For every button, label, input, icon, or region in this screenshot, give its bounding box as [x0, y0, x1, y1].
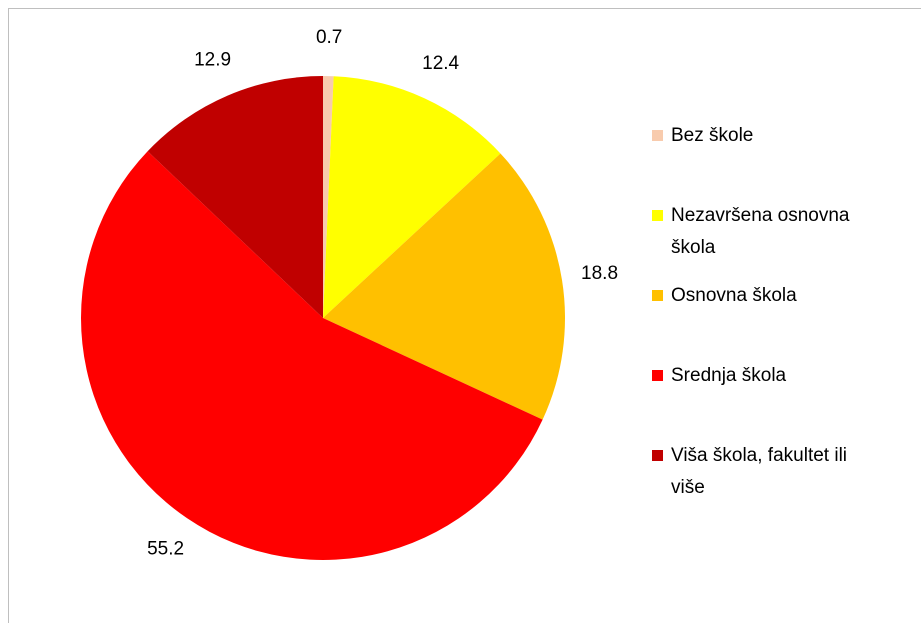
legend-item: Srednja škola — [652, 360, 882, 440]
legend: Bez škole Nezavršena osnovna škola Osnovna… — [652, 120, 882, 520]
legend-label: Osnovna škola — [671, 285, 797, 306]
legend-item: Bez škole — [652, 120, 882, 200]
legend-item: Osnovna škola — [652, 280, 882, 360]
legend-item: Nezavršena osnovna škola — [652, 200, 882, 280]
pie-slice — [323, 153, 565, 420]
legend-swatch — [652, 450, 663, 461]
legend-swatch — [652, 290, 663, 301]
legend-swatch — [652, 210, 663, 221]
data-label: 12.9 — [194, 50, 231, 71]
legend-swatch — [652, 370, 663, 381]
pie-slice — [323, 76, 334, 318]
data-label: 0.7 — [316, 27, 342, 48]
pie-slice — [80, 151, 543, 561]
legend-label: Nezavršena osnovna škola — [671, 205, 850, 258]
data-label: 12.4 — [422, 53, 459, 74]
pie-slice — [147, 76, 323, 318]
legend-label: Srednja škola — [671, 365, 787, 386]
legend-item: Viša škola, fakultet ili više — [652, 440, 882, 520]
legend-label: Viša škola, fakultet ili više — [671, 445, 848, 498]
data-label: 18.8 — [581, 263, 618, 284]
frame — [8, 8, 921, 623]
data-label: 55.2 — [147, 539, 184, 560]
pie-slice — [323, 76, 501, 318]
legend-label: Bez škole — [671, 125, 754, 146]
legend-swatch — [652, 130, 663, 141]
